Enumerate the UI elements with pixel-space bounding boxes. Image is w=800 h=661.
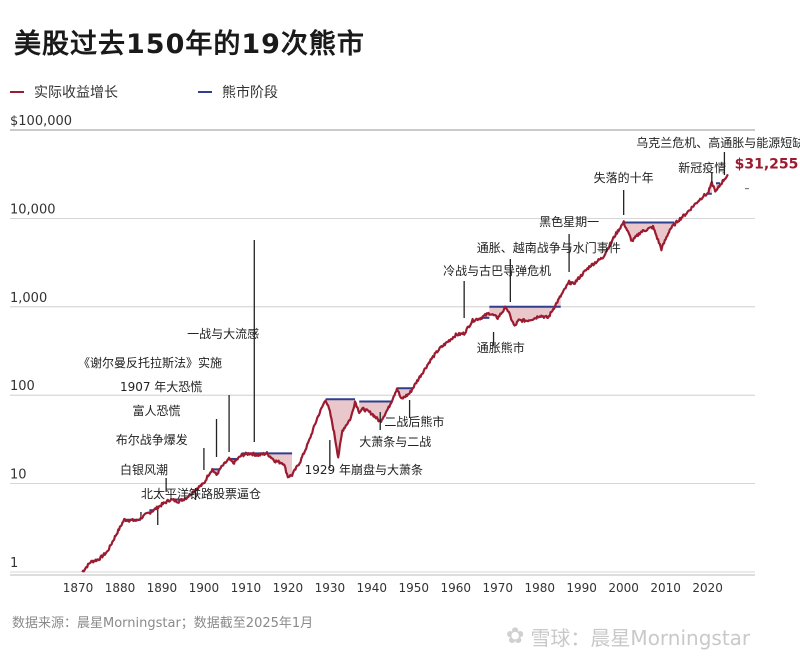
x-tick-label: 1880	[105, 581, 136, 595]
annotation-label: 富人恐慌	[133, 403, 181, 418]
x-tick-label: 1970	[482, 581, 513, 595]
x-tick-label: 1900	[189, 581, 220, 595]
gridlines	[10, 129, 755, 576]
x-tick-label: 1980	[524, 581, 555, 595]
legend-item-bear: 熊市阶段	[198, 82, 278, 102]
annotation-label: 1929 年崩盘与大萧条	[305, 462, 423, 477]
y-tick-label: $100,000	[10, 114, 72, 129]
watermark: ✿ 雪球：晨星Morningstar	[506, 622, 750, 651]
data-source-note: 数据来源：晨星Morningstar；数据截至2025年1月	[12, 616, 314, 631]
y-axis-labels: $100,000 10,000 1,000 100 10 1	[10, 114, 72, 571]
annotation-label: 通胀熊市	[477, 340, 525, 355]
y-tick-label: 10	[10, 468, 27, 483]
drawdown-fill	[514, 296, 561, 327]
x-tick-label: 1960	[440, 581, 471, 595]
legend-label-returns: 实际收益增长	[34, 85, 118, 101]
annotation-label: 新冠疫情	[678, 160, 726, 175]
y-tick-label: 10,000	[10, 202, 56, 217]
y-tick-label: 1,000	[10, 291, 47, 306]
annotations: $31,255经济萧条与铁路罢工巴林银行破产北太平洋铁路股票逼仓白银风潮布尔战争…	[78, 135, 800, 525]
chart-title: 美股过去150年的19次熊市	[14, 29, 365, 60]
flower-logo-icon: ✿	[506, 624, 525, 649]
x-tick-label: 1930	[315, 581, 346, 595]
annotation-label: 黑色星期一	[539, 215, 599, 229]
bear-market-chart: $100,000 10,000 1,000 100 10 1 1870 1880 1890 19…	[10, 114, 800, 595]
x-tick-label: 2000	[608, 581, 639, 595]
annotation-label: 通胀、越南战争与水门事件	[477, 240, 621, 255]
legend-swatch-bear	[198, 91, 212, 93]
returns-series	[81, 173, 729, 573]
annotation-label: 二战后熊市	[384, 414, 444, 429]
annotation-label: 大萧条与二战	[359, 435, 431, 449]
legend: 实际收益增长 熊市阶段	[10, 82, 278, 102]
x-tick-label: 1920	[273, 581, 304, 595]
annotation-label: 一战与大流感	[187, 326, 259, 341]
x-tick-label: 2010	[650, 581, 681, 595]
annotation-label: 白银风潮	[120, 462, 168, 477]
annotation-label: 失落的十年	[594, 170, 654, 185]
annotation-label: 乌克兰危机、高通胀与能源短缺	[636, 135, 800, 150]
x-tick-label: 1950	[399, 581, 430, 595]
drawdown-fill	[397, 386, 414, 400]
annotation-label: 1907 年大恐慌	[120, 380, 202, 394]
y-tick-label: 100	[10, 379, 35, 394]
returns-line	[81, 173, 729, 573]
x-tick-label: 1910	[231, 581, 262, 595]
watermark-text: 雪球：晨星Morningstar	[530, 626, 751, 650]
x-axis-labels: 1870 1880 1890 1900 1910 1920 1930 1940 1950 1960…	[63, 581, 723, 595]
legend-item-returns: 实际收益增长	[10, 82, 118, 102]
x-tick-label: 1990	[566, 581, 597, 595]
annotation-label: 冷战与古巴导弹危机	[443, 263, 551, 278]
x-tick-label: 1940	[357, 581, 388, 595]
legend-swatch-returns	[10, 91, 24, 93]
end-value-label: $31,255	[735, 157, 799, 173]
drawdown-fill	[359, 398, 393, 422]
x-tick-label: 2020	[692, 581, 723, 595]
annotation-label: 北太平洋铁路股票逼仓	[141, 486, 261, 501]
annotation-label: 布尔战争爆发	[116, 432, 188, 447]
x-tick-label: 1890	[147, 581, 178, 595]
drawdown-fill	[325, 399, 356, 457]
annotation-label: 《谢尔曼反托拉斯法》实施	[78, 355, 222, 370]
drawdown-fill	[241, 453, 293, 477]
legend-label-bear: 熊市阶段	[222, 85, 278, 101]
y-tick-label: 1	[10, 556, 18, 571]
x-tick-label: 1870	[63, 581, 94, 595]
